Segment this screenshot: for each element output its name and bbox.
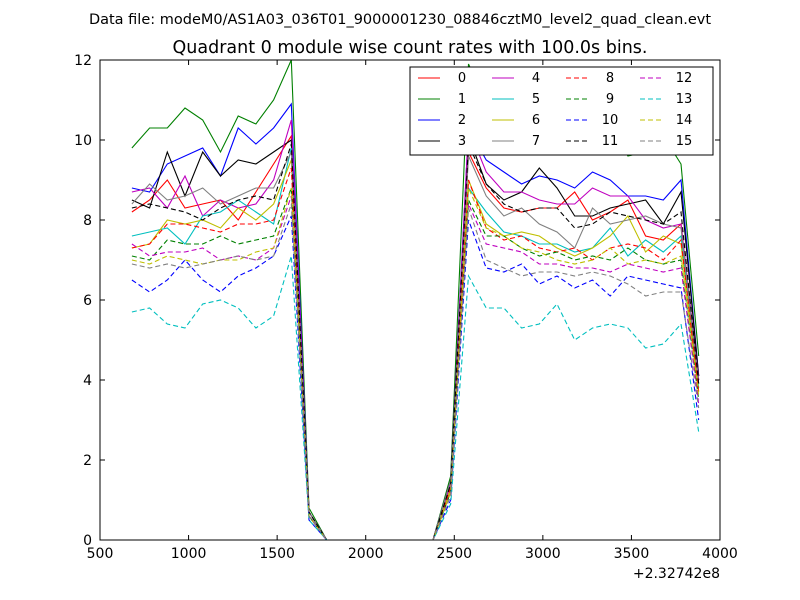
y-tick-label: 8 [83,213,92,229]
x-tick-label: 3000 [525,546,561,562]
series-line-2 [131,102,700,540]
series-line-10 [131,215,700,540]
series-line-15 [131,203,700,540]
legend-label-11: 11 [602,134,619,149]
legend-label-7: 7 [532,134,540,149]
x-tick-label: 4000 [702,546,738,562]
series-line-7 [131,149,700,540]
x-tick-label: 1000 [171,546,207,562]
legend-label-4: 4 [532,71,540,86]
legend-label-8: 8 [606,71,614,86]
legend-label-6: 6 [532,113,540,128]
legend-box [409,66,714,156]
x-tick-label: 1500 [259,546,295,562]
data-file-suptitle: Data file: modeM0/AS1A03_036T01_90000012… [89,12,711,28]
series-line-0 [131,134,700,540]
series-line-14 [131,187,700,540]
y-tick-label: 12 [74,53,92,69]
legend-label-5: 5 [532,92,540,107]
series-line-13 [131,255,700,540]
y-tick-label: 4 [83,373,92,389]
y-tick-label: 2 [83,453,92,469]
x-offset-label: +2.32742e8 [633,566,720,582]
legend-label-14: 14 [676,113,693,128]
x-tick-label: 500 [87,546,114,562]
legend-label-12: 12 [676,71,693,86]
legend-label-10: 10 [602,113,619,128]
series-line-8 [131,167,700,540]
legend-label-0: 0 [458,71,466,86]
series-line-6 [131,159,700,540]
y-tick-label: 10 [74,133,92,149]
series-line-3 [131,135,700,540]
series-line-12 [131,195,700,540]
series-line-9 [131,187,700,540]
series-line-5 [131,147,700,540]
legend-label-1: 1 [458,92,466,107]
y-tick-label: 6 [83,293,92,309]
legend-label-13: 13 [676,92,693,107]
legend-label-2: 2 [458,113,466,128]
series-line-4 [131,119,700,540]
legend-label-9: 9 [606,92,614,107]
x-tick-label: 2000 [348,546,384,562]
y-tick-label: 0 [83,533,92,549]
legend-label-15: 15 [676,134,693,149]
legend-label-3: 3 [458,134,466,149]
chart-title: Quadrant 0 module wise count rates with … [173,38,648,58]
x-tick-label: 3500 [614,546,650,562]
x-tick-label: 2500 [436,546,472,562]
